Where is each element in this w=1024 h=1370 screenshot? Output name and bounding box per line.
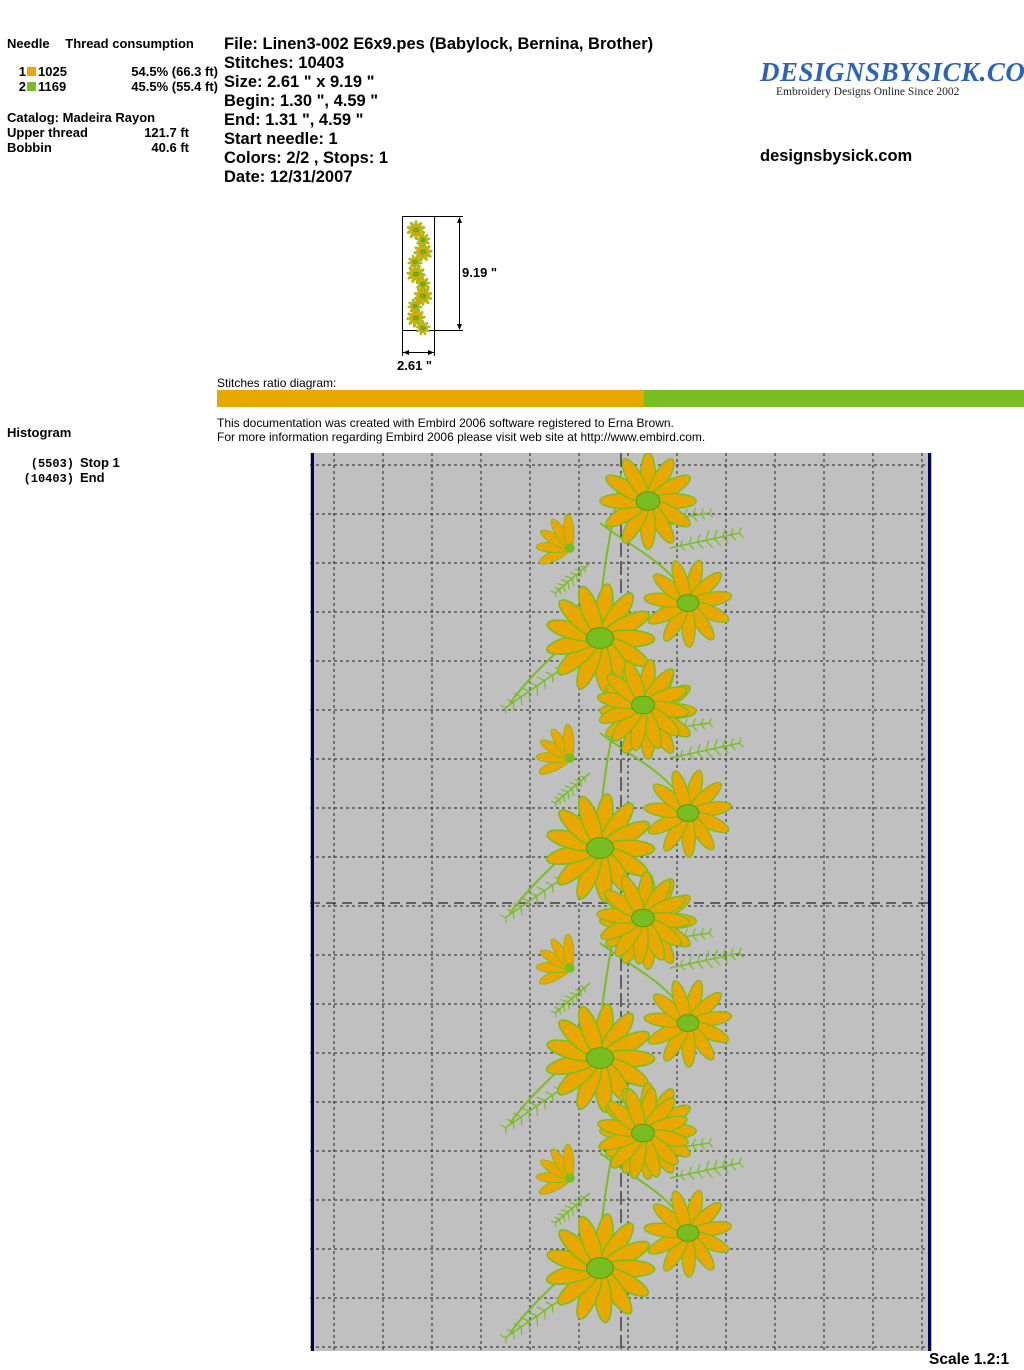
thread-row-2: 2 1169 45.5% (55.4 ft)	[16, 79, 218, 94]
daisy-flower	[406, 220, 426, 240]
leaf	[669, 1157, 744, 1181]
daisy-flower	[596, 871, 690, 965]
needle-number: 2	[18, 79, 26, 94]
daisy-flower	[596, 658, 690, 752]
leaf	[669, 737, 744, 761]
leaf	[550, 1192, 591, 1228]
ratio-label: Stitches ratio diagram:	[217, 376, 337, 390]
thumbnail-width-label: 2.61 "	[397, 358, 432, 373]
needle-header: Needle	[7, 36, 50, 51]
upper-thread-value: 121.7 ft	[144, 125, 189, 140]
bobbin-value: 40.6 ft	[151, 140, 189, 155]
flower-bud	[535, 1143, 575, 1195]
daisy-flower	[413, 286, 433, 306]
documentation-note: This documentation was created with Embi…	[217, 416, 705, 444]
bobbin-label: Bobbin	[7, 140, 52, 155]
logo-subtitle: Embroidery Designs Online Since 2002	[776, 86, 960, 98]
flower-bud	[535, 933, 575, 985]
note-line-2: For more information regarding Embird 20…	[217, 430, 706, 444]
upper-thread-label: Upper thread	[7, 125, 88, 140]
begin-line: Begin: 1.30 ", 4.59 "	[224, 92, 379, 110]
daisy-flower	[643, 979, 733, 1068]
thread-percent: 45.5% (55.4 ft)	[131, 79, 218, 94]
designsbysick-logo: DESIGNSBYSICK.COM Embroidery Designs Onl…	[760, 57, 1024, 104]
daisy-flower	[406, 308, 426, 328]
file-line: File: Linen3-002 E6x9.pes (Babylock, Ber…	[224, 35, 654, 53]
daisy-flower	[545, 1003, 656, 1114]
hoop-right-edge	[928, 453, 931, 1351]
thread-color-swatch	[27, 67, 36, 76]
thread-color-swatch	[27, 82, 36, 91]
histogram-row: (5503) Stop 1	[20, 455, 120, 471]
hoop-left-edge	[311, 453, 314, 1351]
histogram-count: (5503)	[30, 457, 74, 471]
stitches-line: Stitches: 10403	[224, 54, 345, 72]
end-line: End: 1.31 ", 4.59 "	[224, 111, 364, 129]
histogram-row: (10403) End	[20, 470, 105, 486]
daisy-flower	[406, 264, 426, 284]
thread-percent: 54.5% (66.3 ft)	[131, 64, 218, 79]
histogram-title: Histogram	[7, 425, 72, 440]
thread-code: 1169	[38, 79, 67, 94]
leaf	[550, 562, 591, 598]
logo-title: DESIGNSBYSICK.COM	[760, 57, 1024, 87]
flower-bud	[535, 513, 575, 565]
start-needle-line: Start needle: 1	[224, 130, 338, 148]
thumbnail-height-label: 9.19 "	[462, 265, 497, 280]
grid-lines	[310, 453, 932, 1351]
flower-bud	[535, 723, 575, 775]
leaf	[550, 772, 591, 808]
embroidery-design	[500, 453, 744, 1344]
stitches-ratio-bar	[217, 390, 1024, 407]
design-thumbnail: 9.19 " 2.61 "	[397, 216, 497, 373]
daisy-flower	[413, 242, 433, 262]
note-line-1: This documentation was created with Embi…	[217, 416, 674, 430]
daisy-flower	[643, 769, 733, 858]
daisy-flower	[545, 793, 656, 904]
histogram-label: Stop 1	[80, 455, 120, 470]
date-line: Date: 12/31/2007	[224, 168, 353, 186]
leaf	[550, 982, 591, 1018]
leaf	[669, 527, 744, 551]
design-info: File: Linen3-002 E6x9.pes (Babylock, Ber…	[224, 35, 653, 187]
needle-number: 1	[18, 64, 26, 79]
thread-code: 1025	[38, 64, 67, 79]
daisy-flower	[597, 1087, 689, 1179]
design-preview	[310, 453, 932, 1351]
daisy-flower	[415, 320, 431, 336]
ratio-segment-1	[217, 390, 644, 407]
histogram-count: (10403)	[23, 472, 74, 486]
site-url: designsbysick.com	[760, 147, 913, 165]
thumbnail-flowers	[406, 220, 433, 336]
leaf	[669, 947, 744, 971]
upper-thread-line: Upper thread 121.7 ft	[7, 125, 189, 140]
daisy-flower	[599, 453, 697, 550]
daisy-flower	[545, 1213, 656, 1324]
thread-header: Needle Thread consumption	[7, 36, 194, 51]
thread-row-1: 1 1025 54.5% (66.3 ft)	[16, 64, 218, 79]
thread-consumption-header: Thread consumption	[65, 36, 194, 51]
daisy-flower	[407, 298, 423, 314]
scale-label: Scale 1.2:1	[929, 1351, 1010, 1368]
daisy-flower	[643, 1189, 733, 1278]
size-line: Size: 2.61 " x 9.19 "	[224, 73, 375, 91]
histogram-label: End	[80, 470, 105, 485]
bobbin-line: Bobbin 40.6 ft	[7, 140, 189, 155]
daisy-flower	[643, 559, 733, 648]
ratio-segment-2	[643, 390, 1024, 407]
catalog-label: Catalog: Madeira Rayon	[7, 110, 156, 125]
colors-line: Colors: 2/2 , Stops: 1	[224, 149, 389, 167]
daisy-flower	[415, 276, 431, 292]
